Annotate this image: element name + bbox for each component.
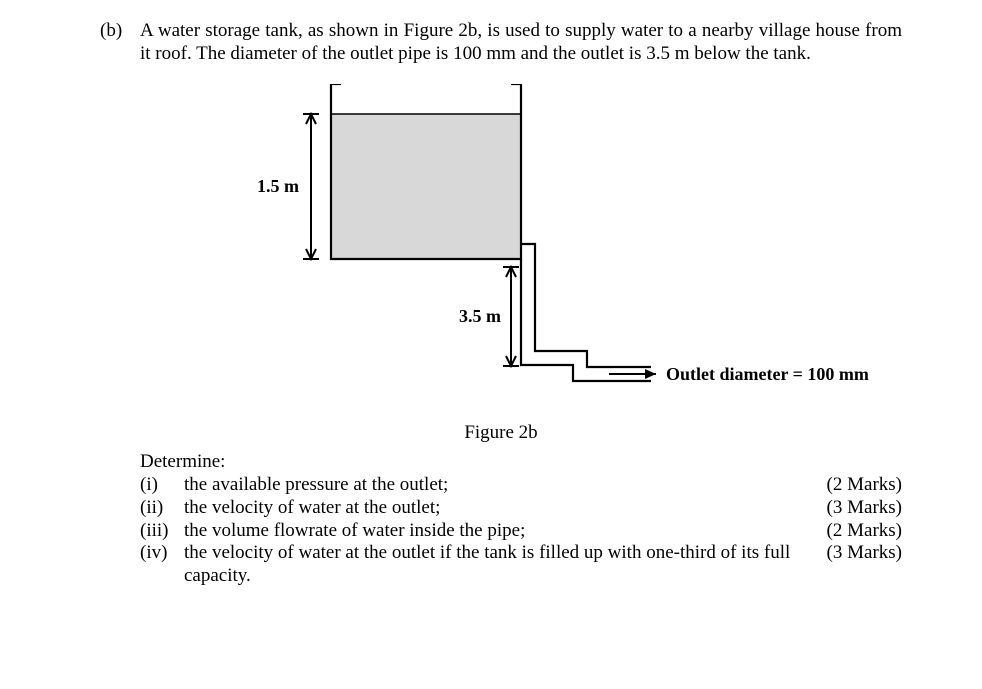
dim-drop-label: 3.5 m	[459, 306, 501, 326]
question-row: (b) A water storage tank, as shown in Fi…	[100, 20, 902, 66]
page: (b) A water storage tank, as shown in Fi…	[0, 0, 982, 689]
subq-text: the velocity of water at the outlet;	[184, 497, 807, 520]
subq-label: (i)	[140, 474, 184, 497]
dim-tank-label: 1.5 m	[257, 176, 299, 196]
subq-text: the velocity of water at the outlet if t…	[184, 542, 807, 588]
subquestion: (iv) the velocity of water at the outlet…	[140, 542, 902, 588]
figure: 1.5 m 3.5 m Outlet diameter = 100 mm Fig…	[100, 84, 902, 446]
question-text: A water storage tank, as shown in Figure…	[140, 20, 902, 66]
subq-marks: (3 Marks)	[807, 497, 902, 520]
tank-water	[332, 114, 520, 258]
figure-svg: 1.5 m 3.5 m Outlet diameter = 100 mm	[111, 84, 891, 414]
subquestion-list: (i) the available pressure at the outlet…	[140, 474, 902, 588]
subquestion: (i) the available pressure at the outlet…	[140, 474, 902, 497]
subq-text: the volume flowrate of water inside the …	[184, 520, 807, 543]
subq-marks: (3 Marks)	[807, 542, 902, 565]
subq-label: (iv)	[140, 542, 184, 588]
pipe-outer-top	[521, 244, 651, 367]
figure-caption: Figure 2b	[100, 422, 902, 445]
subq-text: the available pressure at the outlet;	[184, 474, 807, 497]
subq-marks: (2 Marks)	[807, 474, 902, 497]
subq-label: (iii)	[140, 520, 184, 543]
subquestion: (ii) the velocity of water at the outlet…	[140, 497, 902, 520]
subquestion: (iii) the volume flowrate of water insid…	[140, 520, 902, 543]
subq-label: (ii)	[140, 497, 184, 520]
subq-marks: (2 Marks)	[807, 520, 902, 543]
question-label: (b)	[100, 20, 140, 43]
determine-label: Determine:	[140, 451, 902, 474]
outlet-arrow-head	[645, 369, 656, 379]
outlet-label: Outlet diameter = 100 mm	[666, 364, 869, 384]
